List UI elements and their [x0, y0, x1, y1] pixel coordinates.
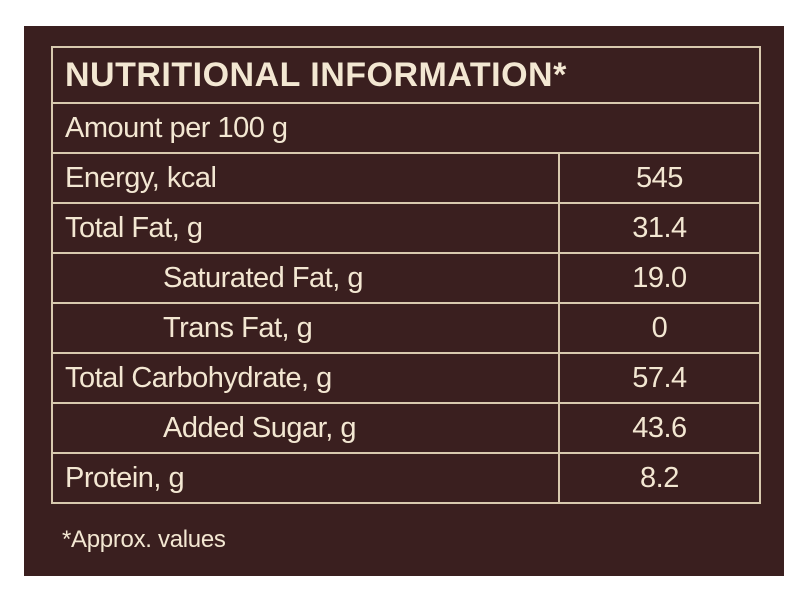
row-label-added-sugar: Added Sugar, g: [51, 402, 560, 454]
title-row: NUTRITIONAL INFORMATION*: [51, 46, 761, 104]
row-value-added-sugar: 43.6: [557, 402, 762, 454]
table-title: NUTRITIONAL INFORMATION*: [51, 46, 761, 104]
table-row: Energy, kcal 545: [51, 152, 762, 204]
subtitle-row: Amount per 100 g: [51, 102, 761, 154]
nutrition-panel: NUTRITIONAL INFORMATION* Amount per 100 …: [24, 26, 784, 576]
row-label-energy: Energy, kcal: [51, 152, 560, 204]
row-value-trans-fat: 0: [557, 302, 762, 354]
row-label-total-fat: Total Fat, g: [51, 202, 560, 254]
table-row: Added Sugar, g 43.6: [51, 402, 762, 454]
table-row: Saturated Fat, g 19.0: [51, 252, 762, 304]
serving-size: Amount per 100 g: [51, 102, 761, 154]
row-value-protein: 8.2: [557, 452, 762, 504]
nutrition-table: NUTRITIONAL INFORMATION* Amount per 100 …: [51, 46, 762, 504]
row-value-total-fat: 31.4: [557, 202, 762, 254]
row-label-saturated-fat: Saturated Fat, g: [51, 252, 560, 304]
row-label-protein: Protein, g: [51, 452, 560, 504]
table-row: Total Carbohydrate, g 57.4: [51, 352, 762, 404]
footnote: *Approx. values: [62, 526, 226, 553]
row-value-energy: 545: [557, 152, 762, 204]
table-row: Trans Fat, g 0: [51, 302, 762, 354]
row-label-trans-fat: Trans Fat, g: [51, 302, 560, 354]
row-value-total-carbohydrate: 57.4: [557, 352, 762, 404]
row-label-total-carbohydrate: Total Carbohydrate, g: [51, 352, 560, 404]
table-row: Protein, g 8.2: [51, 452, 762, 504]
row-value-saturated-fat: 19.0: [557, 252, 762, 304]
table-row: Total Fat, g 31.4: [51, 202, 762, 254]
